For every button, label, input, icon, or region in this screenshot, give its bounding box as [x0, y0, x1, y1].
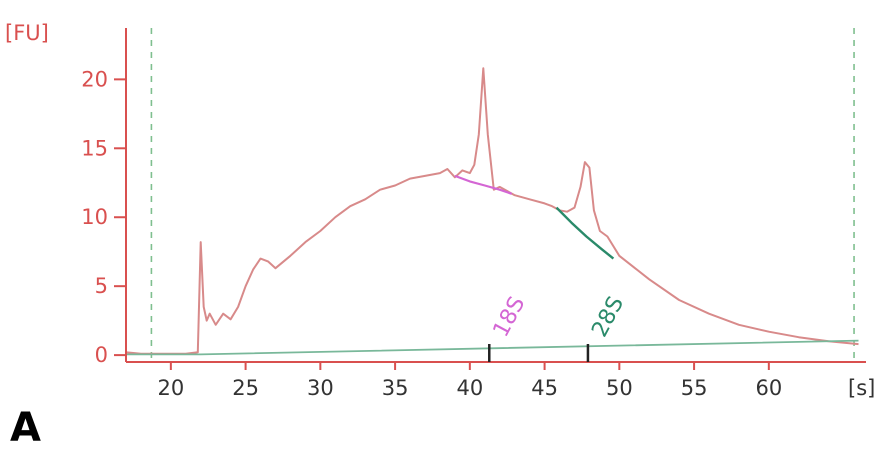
x-tick-label-40: 40 — [456, 376, 483, 400]
y-tick-label-5: 5 — [95, 274, 108, 298]
y-tick-label-0: 0 — [95, 343, 108, 367]
y-tick-label-15: 15 — [81, 136, 108, 160]
marker-label-28s: 28S — [587, 293, 629, 342]
series-line-1 — [126, 339, 859, 356]
x-tick-label-55: 55 — [681, 376, 708, 400]
y-tick-label-20: 20 — [81, 67, 108, 91]
y-axis-label: [FU] — [5, 21, 49, 45]
panel-label: A — [10, 405, 41, 451]
x-tick-label-45: 45 — [531, 376, 558, 400]
x-tick-label-35: 35 — [382, 376, 409, 400]
y-tick-label-10: 10 — [81, 205, 108, 229]
series-line-2 — [454, 174, 513, 195]
x-tick-label-25: 25 — [232, 376, 259, 400]
marker-label-18s: 18S — [489, 293, 531, 342]
vertical-guides — [150, 28, 855, 362]
peak-markers: 18S 28S — [488, 293, 629, 362]
x-tick-label-30: 30 — [307, 376, 334, 400]
x-tick-label-20: 20 — [157, 376, 184, 400]
axes: 0 5 10 15 20 [FU] 20 25 30 35 40 45 50 55 60 [s] — [5, 21, 875, 400]
series-line-3 — [555, 206, 615, 260]
x-tick-label-60: 60 — [755, 376, 782, 400]
x-axis-label: [s] — [848, 376, 875, 400]
series-layer — [125, 67, 859, 356]
series-line-0 — [125, 67, 859, 355]
x-tick-label-50: 50 — [606, 376, 633, 400]
